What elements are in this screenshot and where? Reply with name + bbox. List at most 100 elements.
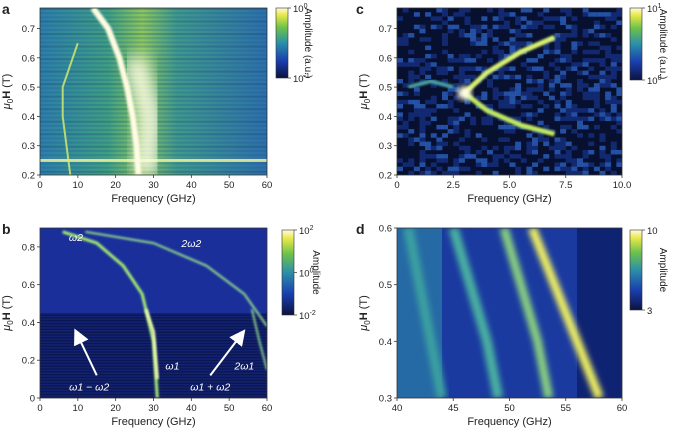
noise-pixel [419,141,426,147]
noise-pixel [599,112,606,117]
x-tick-label: 7.5 [559,180,572,191]
noise-pixel [481,37,488,42]
noise-pixel [599,12,606,17]
noise-pixel [577,170,583,175]
noise-stripe [40,78,267,81]
noise-pixel [408,137,415,142]
noise-pixel [554,166,561,172]
noise-stripe [40,378,267,380]
noise-pixel [515,41,522,46]
x-tick-label: 40 [392,403,403,414]
noise-pixel [498,16,505,21]
noise-pixel [436,166,443,172]
noise-pixel [419,149,426,155]
noise-pixel [475,24,482,30]
noise-pixel [419,112,426,117]
noise-pixel [565,99,572,105]
noise-stripe [40,62,267,65]
noise-pixel [605,74,612,80]
noise-pixel [515,116,522,122]
noise-pixel [498,49,505,55]
noise-pixel [565,58,572,63]
noise-pixel [571,28,578,34]
noise-stripe [40,369,267,372]
noise-pixel [458,12,465,17]
noise-pixel [413,166,420,172]
noise-pixel [470,28,477,34]
noise-pixel [554,145,561,151]
noise-pixel [577,87,583,92]
noise-pixel [492,170,499,175]
noise-pixel [582,83,589,88]
noise-pixel [543,70,550,76]
noise-pixel [503,104,510,109]
noise-pixel [481,16,488,21]
noise-pixel [430,108,437,113]
noise-pixel [543,137,550,142]
noise-pixel [605,66,612,71]
noise-pixel [610,53,617,59]
noise-pixel [413,12,420,17]
noise-pixel [599,137,606,142]
noise-pixel [554,112,561,117]
noise-pixel [520,16,527,21]
noise-pixel [453,95,460,101]
x-axis-label: Frequency (GHz) [111,193,195,205]
noise-pixel [548,16,555,21]
noise-pixel [498,124,505,130]
panel-label-b: b [2,221,11,237]
noise-pixel [593,41,600,46]
noise-pixel [430,133,437,138]
noise-pixel [543,124,550,130]
noise-pixel [470,37,477,42]
noise-pixel [470,116,477,122]
noise-pixel [458,58,465,63]
noise-pixel [475,41,482,46]
noise-pixel [447,120,454,126]
noise-pixel [413,137,420,142]
noise-pixel [560,154,567,159]
colorbar-tick-label: 100 [647,75,662,87]
noise-pixel [509,116,516,122]
noise-pixel [430,154,437,159]
noise-pixel [419,116,426,122]
noise-pixel [442,70,448,76]
noise-pixel [408,74,415,80]
noise-pixel [605,99,612,105]
noise-pixel [526,149,533,155]
arrow-difference [74,328,98,376]
noise-pixel [402,120,409,126]
noise-pixel [554,162,561,167]
noise-pixel [425,120,432,126]
curve-2ω1 [250,308,267,370]
noise-pixel [605,12,612,17]
noise-pixel [526,141,533,147]
noise-pixel [593,12,600,17]
noise-pixel [526,95,533,101]
noise-stripe [40,381,267,383]
x-tick-label: 60 [262,180,273,191]
noise-pixel [588,162,595,167]
noise-pixel [487,104,493,109]
noise-pixel [571,16,578,21]
noise-pixel [453,170,460,175]
noise-pixel [453,12,460,17]
noise-pixel [436,124,443,130]
noise-stripe [40,24,267,27]
noise-pixel [515,166,522,172]
noise-stripe [40,83,267,86]
x-tick-label: 30 [148,403,159,414]
noise-pixel [593,74,600,80]
noise-stripe [40,28,267,31]
noise-pixel [616,149,622,155]
noise-pixel [503,20,510,26]
noise-pixel [515,141,522,147]
noise-stripe [40,383,267,386]
noise-pixel [503,149,510,155]
x-tick-label: 30 [148,180,159,191]
noise-pixel [548,24,555,30]
noise-pixel [436,154,443,159]
noise-pixel [408,99,415,105]
noise-pixel [515,16,522,21]
colorbar-tick-label: 101 [647,3,662,15]
